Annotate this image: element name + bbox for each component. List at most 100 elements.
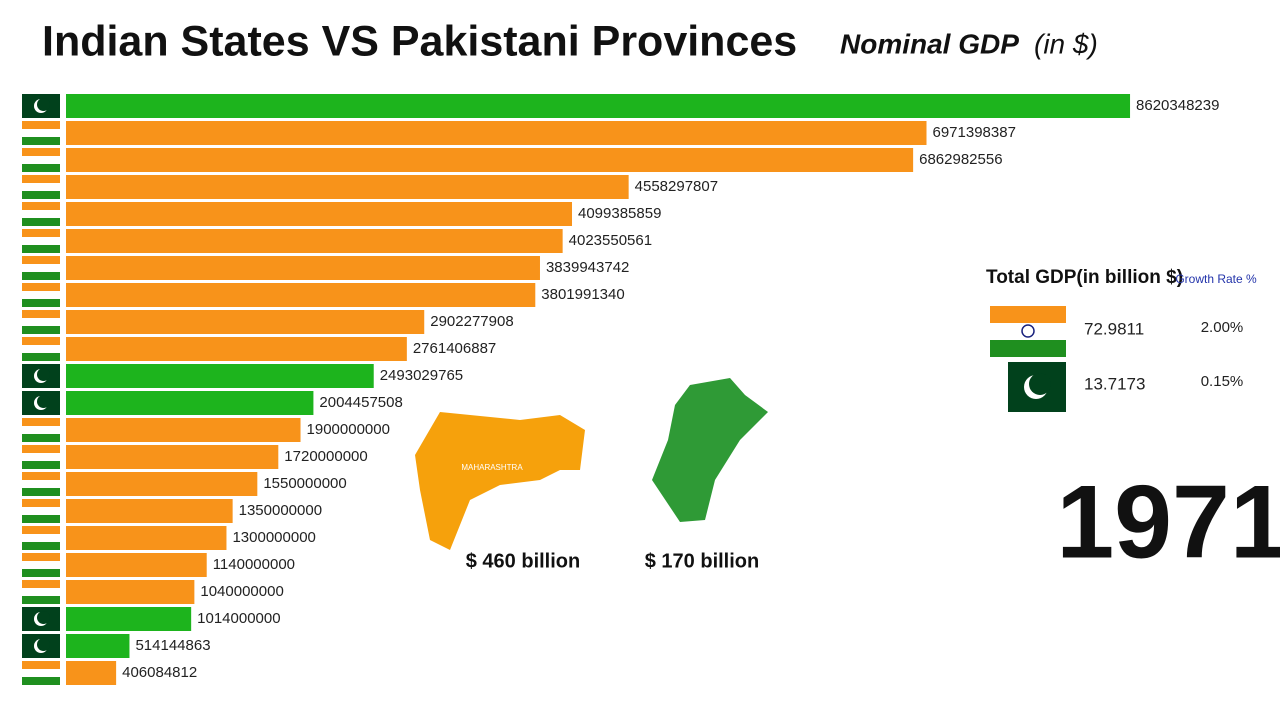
flag [37, 638, 50, 651]
bar [66, 121, 927, 145]
value-label: 8620348239 [1136, 97, 1219, 114]
bar [66, 472, 258, 496]
value-label: 4023550561 [569, 232, 652, 249]
flag [22, 183, 60, 191]
bar [66, 445, 279, 469]
growth-rate: 2.00% [1201, 319, 1244, 336]
value-label: 3801991340 [541, 286, 624, 303]
flag [22, 264, 60, 272]
bar [66, 202, 573, 226]
value-label: 1720000000 [284, 448, 367, 465]
flag [22, 580, 60, 588]
punjab-map: $ 170 billion [645, 378, 768, 572]
flag [22, 272, 60, 280]
flag [22, 669, 60, 677]
flag [22, 256, 60, 264]
flag [22, 596, 60, 604]
bar [66, 256, 540, 280]
flag [22, 237, 60, 245]
flag [22, 337, 60, 345]
flag [22, 472, 60, 480]
flag [22, 418, 60, 426]
flag [22, 291, 60, 299]
flag [22, 210, 60, 218]
value-label: 406084812 [122, 664, 197, 681]
map-shape [415, 412, 585, 550]
flag [37, 98, 50, 111]
flag [22, 677, 60, 685]
bar [66, 391, 314, 415]
bar [66, 553, 207, 577]
year: 1971 [1056, 464, 1280, 580]
gdp-value: 13.7173 [1084, 374, 1145, 393]
flag [37, 611, 50, 624]
value-label: 1040000000 [200, 583, 283, 600]
subtitle: Nominal GDP [840, 28, 1019, 59]
value-label: 1300000000 [232, 529, 315, 546]
flag [22, 499, 60, 507]
map-caption: $ 170 billion [645, 550, 759, 572]
flag [22, 121, 60, 129]
flag [22, 480, 60, 488]
value-label: 1900000000 [307, 421, 390, 438]
unit: (in $) [1034, 28, 1098, 59]
flag [22, 445, 60, 453]
value-label: 1350000000 [239, 502, 322, 519]
bar [66, 148, 914, 172]
flag [22, 569, 60, 577]
bar [66, 580, 195, 604]
bar [66, 175, 629, 199]
map-shape [652, 378, 768, 522]
flag [22, 561, 60, 569]
flag [22, 164, 60, 172]
flag [22, 488, 60, 496]
pakistan-flag [1008, 362, 1066, 412]
bar [66, 526, 227, 550]
chart-title: Indian States VS Pakistani Provinces [42, 17, 797, 65]
bar [66, 337, 407, 361]
flag [37, 395, 50, 408]
value-label: 2004457508 [319, 394, 402, 411]
value-label: 1014000000 [197, 610, 280, 627]
flag [22, 129, 60, 137]
panel-title: Total GDP(in billion $) [986, 267, 1183, 288]
flag [22, 318, 60, 326]
flag [22, 156, 60, 164]
flag [22, 218, 60, 226]
flag [22, 542, 60, 550]
value-label: 1140000000 [213, 556, 295, 573]
bar [66, 634, 130, 658]
flag [22, 553, 60, 561]
flag [22, 229, 60, 237]
value-label: 6971398387 [933, 124, 1016, 141]
bar [66, 418, 301, 442]
bar-area: Punjab(PAK)West BengalMaharashtraTamil N… [22, 94, 1219, 685]
value-label: 4099385859 [578, 205, 661, 222]
gdp-value: 72.9811 [1084, 319, 1144, 338]
bar [66, 661, 117, 685]
value-label: 4558297807 [635, 178, 718, 195]
flag [22, 148, 60, 156]
flag [22, 507, 60, 515]
bar [66, 364, 374, 388]
bar [66, 229, 563, 253]
flag [22, 588, 60, 596]
flag [22, 137, 60, 145]
flag [22, 453, 60, 461]
flag [22, 299, 60, 307]
flag [22, 175, 60, 183]
flag [22, 310, 60, 318]
flag [22, 283, 60, 291]
bar [66, 499, 233, 523]
bar [66, 607, 192, 631]
flag [37, 368, 50, 381]
flag [22, 426, 60, 434]
india-flag [990, 306, 1066, 357]
flag [22, 534, 60, 542]
value-label: 1550000000 [263, 475, 346, 492]
flag [22, 345, 60, 353]
flag [22, 353, 60, 361]
bar [66, 310, 425, 334]
value-label: 6862982556 [919, 151, 1002, 168]
